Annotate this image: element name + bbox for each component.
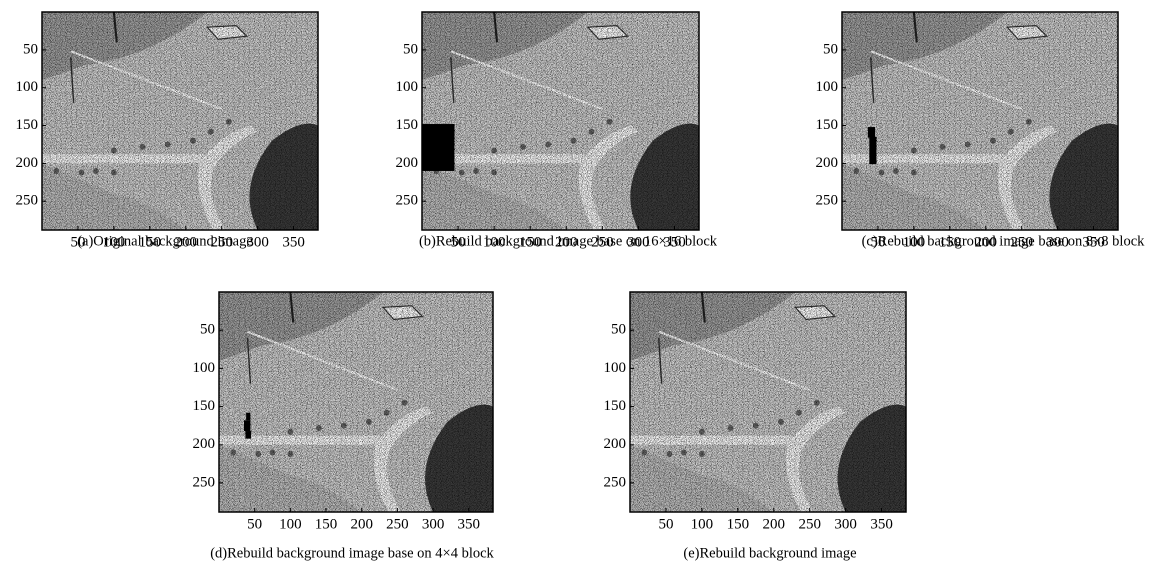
panel: 50 100 150 200 250 300 350 50 100 150 200 250 (e)Reb…	[604, 291, 907, 561]
x-tick-label: 200	[555, 234, 578, 250]
x-tick-label: 300	[834, 516, 857, 532]
x-tick-label: 350	[663, 234, 686, 250]
y-tick-label: 200	[816, 155, 839, 171]
caption: (a)Original background image	[77, 233, 253, 249]
scene-image	[422, 12, 699, 230]
x-tick-label: 100	[903, 234, 926, 250]
x-tick-label: 300	[422, 516, 445, 532]
scene-image	[842, 12, 1118, 230]
x-tick-label: 250	[798, 516, 821, 532]
x-tick-label: 200	[975, 234, 998, 250]
y-tick-label: 50	[23, 41, 38, 57]
x-tick-label: 100	[279, 516, 302, 532]
y-tick-label: 250	[16, 193, 39, 209]
y-tick-label: 100	[604, 360, 627, 376]
y-tick-label: 200	[193, 436, 216, 452]
y-tick-label: 100	[16, 79, 39, 95]
x-tick-label: 50	[870, 234, 885, 250]
y-tick-label: 50	[611, 322, 626, 338]
plot-frame	[841, 11, 1119, 231]
y-tick-label: 50	[200, 322, 215, 338]
x-tick-label: 150	[139, 234, 162, 250]
missing-block	[246, 412, 251, 421]
x-tick-label: 150	[727, 516, 750, 532]
caption: (e)Rebuild background image	[683, 545, 856, 561]
panel: 50 100 150 200 250 300 35050100150200250(b)Reb…	[396, 11, 718, 250]
x-tick-label: 50	[247, 516, 262, 532]
x-tick-label: 150	[939, 234, 962, 250]
x-tick-label: 150	[315, 516, 338, 532]
y-tick-label: 200	[16, 155, 39, 171]
y-tick-label: 150	[816, 117, 839, 133]
caption: (d)Rebuild background image base on 4×4 …	[210, 545, 494, 561]
x-tick-label: 300	[246, 234, 269, 250]
y-tick-label: 250	[396, 193, 419, 209]
y-tick-label: 150	[604, 398, 627, 414]
y-tick-label: 250	[604, 474, 627, 490]
x-tick-label: 50	[658, 516, 673, 532]
plot-frame	[421, 11, 700, 231]
y-tick-label: 200	[604, 436, 627, 452]
panel: 50 100 150 200 250 300 35050100150200250(a)Ori…	[16, 11, 319, 250]
x-tick-label: 300	[627, 234, 650, 250]
caption: (b)Rebuild background image base on 16×1…	[419, 233, 718, 249]
x-tick-label: 300	[1046, 234, 1069, 250]
x-tick-label: 250	[1010, 234, 1033, 250]
x-tick-label: 200	[763, 516, 786, 532]
y-tick-label: 100	[193, 360, 216, 376]
x-tick-label: 100	[691, 516, 714, 532]
scene-image	[42, 12, 318, 230]
x-tick-label: 250	[210, 234, 233, 250]
y-tick-label: 250	[816, 193, 839, 209]
x-tick-label: 100	[483, 234, 506, 250]
missing-block	[869, 136, 877, 165]
x-tick-label: 350	[282, 234, 305, 250]
missing-block	[243, 420, 251, 432]
x-tick-label: 350	[870, 516, 893, 532]
y-tick-label: 200	[396, 155, 419, 171]
x-tick-label: 350	[457, 516, 480, 532]
x-tick-label: 200	[175, 234, 198, 250]
y-tick-label: 150	[16, 117, 39, 133]
plot-frame	[218, 291, 494, 513]
x-tick-label: 200	[350, 516, 373, 532]
x-tick-label: 50	[70, 234, 85, 250]
x-tick-label: 350	[1082, 234, 1105, 250]
caption: (c)Rebuild background image base on 8×8 …	[862, 233, 1146, 249]
x-tick-label: 250	[386, 516, 409, 532]
y-tick-label: 50	[403, 41, 418, 57]
missing-block	[245, 431, 252, 439]
missing-block	[422, 136, 431, 153]
scene-image	[219, 292, 493, 512]
x-tick-label: 50	[451, 234, 466, 250]
x-tick-label: 150	[519, 234, 542, 250]
missing-block	[867, 127, 876, 138]
y-tick-label: 100	[396, 79, 419, 95]
y-tick-label: 150	[193, 398, 216, 414]
plot-frame	[41, 11, 319, 231]
x-tick-label: 250	[591, 234, 614, 250]
plot-frame	[629, 291, 907, 513]
scene-image	[630, 292, 906, 512]
x-tick-label: 100	[103, 234, 126, 250]
panel: 50 100 150 200 250 300 35050100150200250(c)Reb…	[816, 11, 1146, 250]
y-tick-label: 250	[193, 474, 216, 490]
panel: 50 100 150 200 250 300 350 50 100 150 200 250 (d)Reb…	[193, 291, 495, 561]
y-tick-label: 150	[396, 117, 419, 133]
y-tick-label: 50	[823, 41, 838, 57]
y-tick-label: 100	[816, 79, 839, 95]
